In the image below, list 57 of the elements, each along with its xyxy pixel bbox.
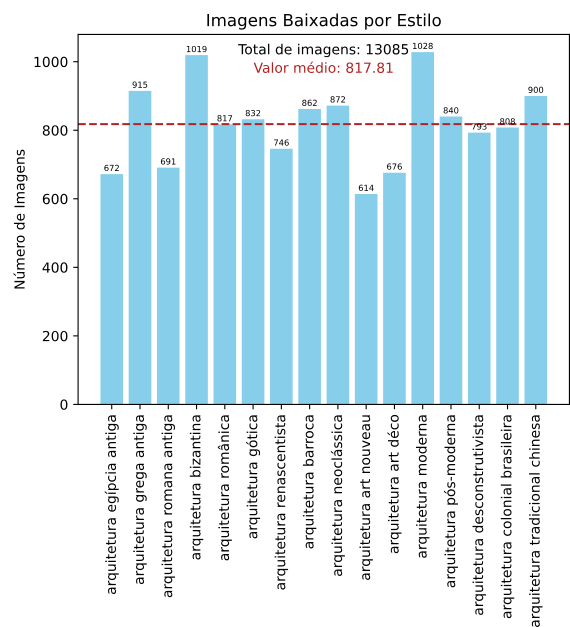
bar [270, 148, 293, 404]
bar [298, 108, 321, 404]
data-label: 672 [104, 164, 119, 172]
bar [128, 90, 152, 404]
x-tick-label: arquitetura românica [218, 415, 232, 560]
bar [468, 132, 491, 404]
x-tick-label: arquitetura barroca [302, 415, 316, 548]
x-tick-label: arquitetura colonial brasileira [500, 415, 514, 618]
x-tick-label: arquitetura neoclássica [330, 415, 345, 576]
bar [185, 55, 208, 404]
data-label: 1028 [413, 42, 433, 50]
data-label: 862 [302, 100, 317, 106]
x-tick-label: arquitetura romana antiga [162, 415, 175, 598]
data-label: 840 [444, 107, 458, 114]
bar [326, 106, 350, 404]
bar [383, 172, 406, 404]
x-tick-label: arquitetura art déco [387, 414, 402, 554]
x-tick-label: arquitetura art nouveau [359, 415, 373, 580]
bar [242, 119, 264, 404]
y-tick-label: 1000 [34, 56, 68, 68]
bar [440, 116, 462, 404]
y-tick-label: 800 [42, 125, 68, 136]
x-tick-label: arquitetura egípcia antiga [104, 415, 119, 594]
data-label: 900 [528, 86, 544, 93]
x-tick-label: arquitetura bizantina [190, 415, 204, 560]
x-tick-label: arquitetura pós-moderna [444, 415, 458, 588]
x-tick-label: arquitetura desconstrutivista [472, 415, 486, 615]
bar [411, 52, 434, 404]
data-label: 676 [387, 163, 402, 170]
data-label: 691 [160, 158, 176, 165]
annotation: Total de imagens: 13085 [238, 44, 408, 58]
data-label: 793 [472, 123, 487, 130]
bar [214, 124, 236, 404]
data-label: 915 [132, 82, 148, 88]
x-tick-label: arquitetura tradicional chinesa [529, 415, 543, 627]
data-label: 832 [246, 110, 260, 116]
x-tick-label: arquitetura grega antiga [133, 415, 147, 584]
x-tick-label: arquitetura renascentista [274, 415, 288, 590]
data-label: 872 [330, 96, 346, 103]
data-label: 746 [274, 139, 289, 146]
bar [100, 174, 124, 404]
y-axis-title: Número de Imagens [13, 150, 28, 289]
data-label: 817 [217, 115, 232, 122]
y-tick-label: 400 [42, 262, 68, 273]
bar [496, 128, 519, 404]
x-tick-label: arquitetura gótica [246, 415, 260, 538]
bar [156, 168, 180, 404]
y-tick-label: 0 [60, 399, 68, 410]
y-tick-label: 200 [42, 330, 68, 342]
y-tick-label: 600 [42, 194, 68, 204]
data-label: 614 [358, 184, 374, 191]
bar [354, 194, 378, 404]
annotation: Valor médio: 817.81 [254, 62, 393, 73]
x-tick-label: arquitetura moderna [416, 415, 430, 558]
chart-title: Imagens Baixadas por Estilo [207, 13, 441, 30]
bar [524, 96, 548, 404]
data-label: 1019 [186, 46, 207, 52]
